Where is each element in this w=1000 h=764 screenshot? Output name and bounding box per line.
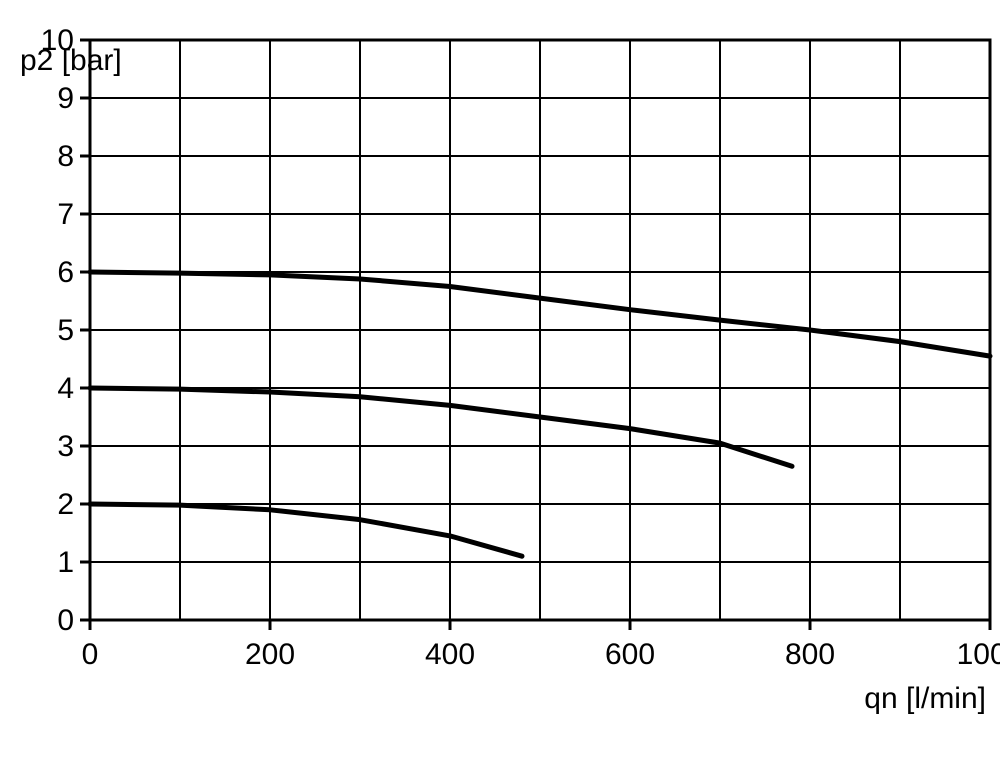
x-tick-label: 1000 bbox=[957, 638, 1000, 671]
x-tick-label: 800 bbox=[785, 638, 835, 671]
y-tick-label: 3 bbox=[57, 430, 74, 463]
y-tick-label: 9 bbox=[57, 82, 74, 115]
y-tick-label: 7 bbox=[57, 198, 74, 231]
y-tick-label: 1 bbox=[57, 546, 74, 579]
y-tick-label: 8 bbox=[57, 140, 74, 173]
y-tick-label: 4 bbox=[57, 372, 74, 405]
y-tick-label: 6 bbox=[57, 256, 74, 289]
x-tick-label: 400 bbox=[425, 638, 475, 671]
y-tick-label: 2 bbox=[57, 488, 74, 521]
y-tick-label: 5 bbox=[57, 314, 74, 347]
x-axis-label: qn [l/min] bbox=[864, 682, 986, 715]
chart-bg bbox=[0, 0, 1000, 764]
x-tick-label: 200 bbox=[245, 638, 295, 671]
y-tick-label: 0 bbox=[57, 604, 74, 637]
y-axis-label: p2 [bar] bbox=[20, 44, 122, 77]
x-tick-label: 0 bbox=[82, 638, 99, 671]
x-tick-label: 600 bbox=[605, 638, 655, 671]
chart-container: 01234567891002004006008001000p2 [bar]qn … bbox=[0, 0, 1000, 764]
pressure-flow-chart: 01234567891002004006008001000p2 [bar]qn … bbox=[0, 0, 1000, 764]
